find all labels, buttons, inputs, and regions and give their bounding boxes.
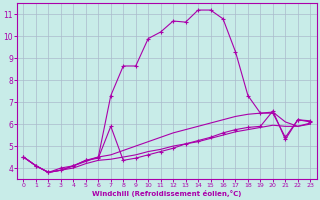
X-axis label: Windchill (Refroidissement éolien,°C): Windchill (Refroidissement éolien,°C) <box>92 190 242 197</box>
